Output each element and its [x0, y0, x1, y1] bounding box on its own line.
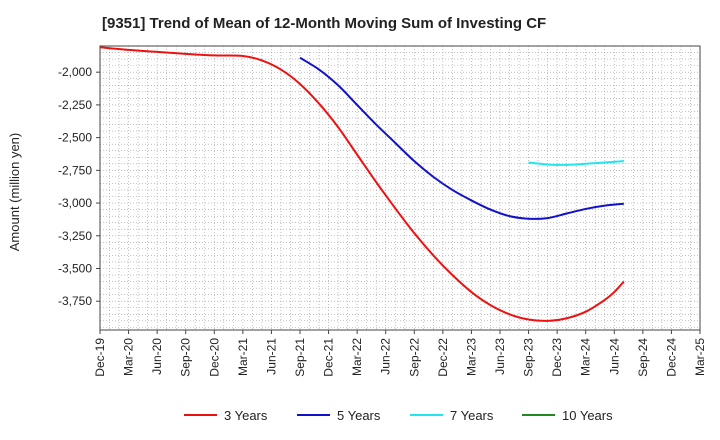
- y-tick-label: -2,000: [58, 65, 92, 79]
- plot-area: [99, 45, 701, 331]
- legend-label: 5 Years: [337, 408, 381, 423]
- legend-label: 7 Years: [450, 408, 494, 423]
- x-tick-label: Mar-22: [350, 338, 364, 376]
- x-tick-label: Jun-24: [607, 338, 621, 375]
- x-tick-label: Dec-22: [436, 338, 450, 377]
- x-tick-label: Dec-24: [664, 338, 678, 377]
- y-tick-label: -3,500: [58, 261, 92, 275]
- x-tick-label: Mar-24: [579, 338, 593, 376]
- x-tick-label: Dec-20: [207, 338, 221, 377]
- x-tick-label: Sep-23: [522, 338, 536, 377]
- series-lines: [99, 46, 625, 322]
- x-tick-label: Mar-25: [693, 338, 707, 376]
- y-axis-label: Amount (million yen): [7, 133, 22, 252]
- series-line-3-years: [99, 46, 625, 322]
- y-tick-label: -3,250: [58, 229, 92, 243]
- x-tick-label: Jun-23: [493, 338, 507, 375]
- x-tick-label: Mar-21: [236, 338, 250, 376]
- legend: 3 Years 5 Years 7 Years 10 Years: [184, 408, 613, 423]
- x-tick-label: Jun-22: [379, 338, 393, 375]
- x-tick-label: Mar-23: [464, 338, 478, 376]
- x-tick-label: Dec-23: [550, 338, 564, 377]
- x-tick-label: Dec-21: [322, 338, 336, 377]
- y-tick-label: -3,000: [58, 196, 92, 210]
- x-tick-label: Sep-20: [179, 338, 193, 377]
- y-axis: -2,000 -2,250 -2,500 -2,750 -3,000 -3,250 -3,5…: [58, 65, 100, 308]
- legend-label: 3 Years: [224, 408, 268, 423]
- x-tick-label: Sep-24: [636, 338, 650, 377]
- y-tick-label: -3,750: [58, 294, 92, 308]
- legend-label: 10 Years: [562, 408, 613, 423]
- series-line-5-years: [299, 56, 624, 220]
- x-tick-label: Sep-22: [407, 338, 421, 377]
- y-tick-label: -2,250: [58, 98, 92, 112]
- y-tick-label: -2,750: [58, 163, 92, 177]
- x-tick-label: Jun-21: [264, 338, 278, 375]
- chart-title: [9351] Trend of Mean of 12-Month Moving …: [102, 15, 546, 32]
- x-tick-label: Sep-21: [293, 338, 307, 377]
- y-tick-label: -2,500: [58, 131, 92, 145]
- x-tick-label: Dec-19: [93, 338, 107, 377]
- x-tick-label: Mar-20: [122, 338, 136, 376]
- grid: [99, 45, 701, 330]
- series-line-7-years: [528, 160, 624, 166]
- x-tick-label: Jun-20: [150, 338, 164, 375]
- x-axis: Dec-19 Mar-20 Jun-20 Sep-20 Dec-20 Mar-21 Jun-…: [93, 330, 707, 377]
